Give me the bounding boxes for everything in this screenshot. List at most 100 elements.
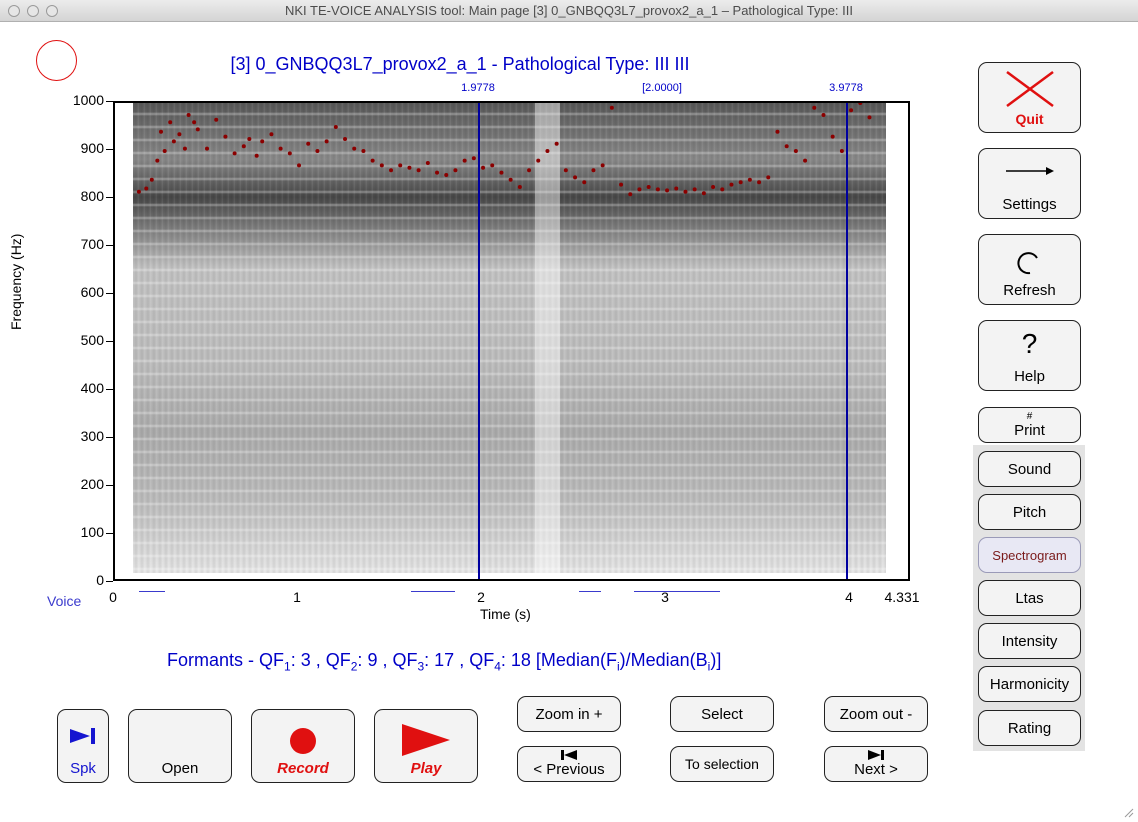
zoom-out-label: Zoom out -: [839, 705, 913, 723]
formant-dot: [646, 185, 651, 189]
cursor-left-line[interactable]: [478, 103, 480, 579]
refresh-button[interactable]: Refresh: [978, 234, 1081, 305]
spectrogram-gap: [535, 103, 560, 579]
next-button[interactable]: Next >: [824, 746, 928, 782]
formant-dot: [803, 158, 808, 163]
spectrogram-button[interactable]: Spectrogram: [978, 537, 1081, 573]
close-window-icon[interactable]: [8, 5, 20, 17]
formant-dot: [545, 149, 550, 153]
previous-button[interactable]: < Previous: [517, 746, 621, 782]
to-selection-button[interactable]: To selection: [670, 746, 774, 782]
formant-dot: [481, 165, 486, 170]
formant-dot: [182, 146, 187, 151]
intensity-button[interactable]: Intensity: [978, 623, 1081, 659]
zoom-out-button[interactable]: Zoom out -: [824, 696, 928, 732]
print-label: Print: [1014, 422, 1045, 439]
formant-dot: [830, 134, 835, 139]
x-axis-label: Time (s): [480, 606, 531, 622]
record-label: Record: [277, 760, 329, 777]
x-tick-label: 4: [845, 589, 853, 605]
record-button[interactable]: Record: [251, 709, 355, 783]
formant-dot: [812, 105, 817, 110]
intensity-label: Intensity: [1001, 632, 1058, 650]
formant-dot: [247, 137, 252, 141]
skip-end-icon-next: [868, 750, 884, 760]
formant-dot: [729, 182, 734, 187]
formant-dot: [858, 103, 863, 105]
y-tick-label: 900: [80, 140, 104, 156]
formant-dot: [435, 170, 440, 175]
window-titlebar: NKI TE-VOICE ANALYSIS tool: Main page [3…: [0, 0, 1138, 22]
voiced-segment: [411, 591, 456, 592]
formant-dot: [389, 168, 394, 173]
qf4-value: 18: [510, 650, 531, 670]
formant-dot: [162, 149, 167, 153]
help-button[interactable]: ? Help: [978, 320, 1081, 391]
sound-button[interactable]: Sound: [978, 451, 1081, 487]
cursor-right-line[interactable]: [846, 103, 848, 579]
zoom-in-button[interactable]: Zoom in +: [517, 696, 621, 732]
minimize-window-icon[interactable]: [27, 5, 39, 17]
formant-dot: [287, 151, 292, 156]
print-button[interactable]: # Print: [978, 407, 1081, 443]
cursor-right-label: 3.9778: [829, 82, 863, 94]
play-button[interactable]: Play: [374, 709, 478, 783]
formant-dot: [637, 187, 642, 192]
ltas-button[interactable]: Ltas: [978, 580, 1081, 616]
resize-grip-icon[interactable]: [1122, 806, 1134, 818]
y-tick-label: 700: [80, 236, 104, 252]
zoom-window-icon[interactable]: [46, 5, 58, 17]
formant-dot: [205, 146, 210, 151]
formant-dot: [554, 141, 559, 146]
formant-dot: [195, 127, 200, 132]
open-button[interactable]: Open: [128, 709, 232, 783]
formant-dot: [665, 188, 670, 193]
cursor-mid-label: [2.0000]: [642, 82, 682, 94]
spk-button[interactable]: Spk: [57, 709, 109, 783]
formant-dot: [171, 139, 176, 144]
formant-dot: [192, 120, 197, 125]
y-tick-label: 1000: [72, 92, 104, 108]
voice-label: Voice: [47, 593, 82, 609]
skip-start-icon: [561, 750, 577, 760]
arrow-right-icon: [1005, 167, 1054, 175]
y-tick: [106, 101, 113, 102]
pitch-button[interactable]: Pitch: [978, 494, 1081, 530]
harmonicity-button[interactable]: Harmonicity: [978, 666, 1081, 702]
formant-dot: [361, 149, 366, 153]
y-tick-label: 400: [80, 380, 104, 396]
voiced-segment: [138, 591, 165, 592]
formant-dot: [720, 187, 725, 192]
formant-dot: [619, 182, 624, 187]
help-icon: ?: [1021, 328, 1038, 359]
select-button[interactable]: Select: [670, 696, 774, 732]
formant-dot: [425, 161, 430, 165]
formant-dot: [867, 115, 872, 120]
voiced-segment: [633, 591, 721, 592]
x-tick-label: 2: [477, 589, 485, 605]
settings-label: Settings: [1002, 196, 1057, 213]
formant-dot: [839, 149, 844, 153]
y-tick: [106, 149, 113, 150]
formant-dot: [398, 163, 403, 168]
formant-dot: [159, 129, 164, 134]
formant-dot: [701, 191, 706, 196]
formant-dot: [144, 186, 149, 191]
ltas-label: Ltas: [1015, 589, 1044, 607]
close-icon: [1005, 70, 1054, 108]
spectrogram-plot[interactable]: [113, 101, 910, 581]
qf1-value: 3: [300, 650, 311, 670]
refresh-label: Refresh: [1003, 282, 1056, 299]
median-f-sub: i: [616, 659, 620, 674]
formant-dot: [821, 113, 826, 117]
settings-button[interactable]: Settings: [978, 148, 1081, 219]
formant-dot: [600, 163, 605, 168]
quit-button[interactable]: Quit: [978, 62, 1081, 133]
y-tick: [106, 341, 113, 342]
rating-button[interactable]: Rating: [978, 710, 1081, 746]
formant-dot: [186, 113, 191, 117]
pitch-label: Pitch: [1012, 503, 1047, 521]
formant-dot: [655, 187, 660, 192]
formant-dot: [757, 180, 762, 185]
formant-dot: [416, 168, 421, 173]
